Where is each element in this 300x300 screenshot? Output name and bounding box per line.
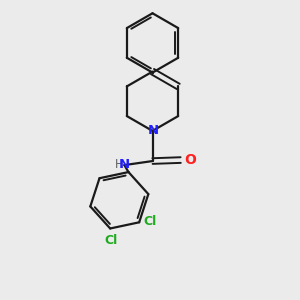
Text: O: O [184,153,196,167]
Text: N: N [118,158,129,171]
Text: Cl: Cl [104,234,118,247]
Text: H: H [115,158,123,171]
Text: Cl: Cl [143,215,157,228]
Text: N: N [148,124,159,137]
